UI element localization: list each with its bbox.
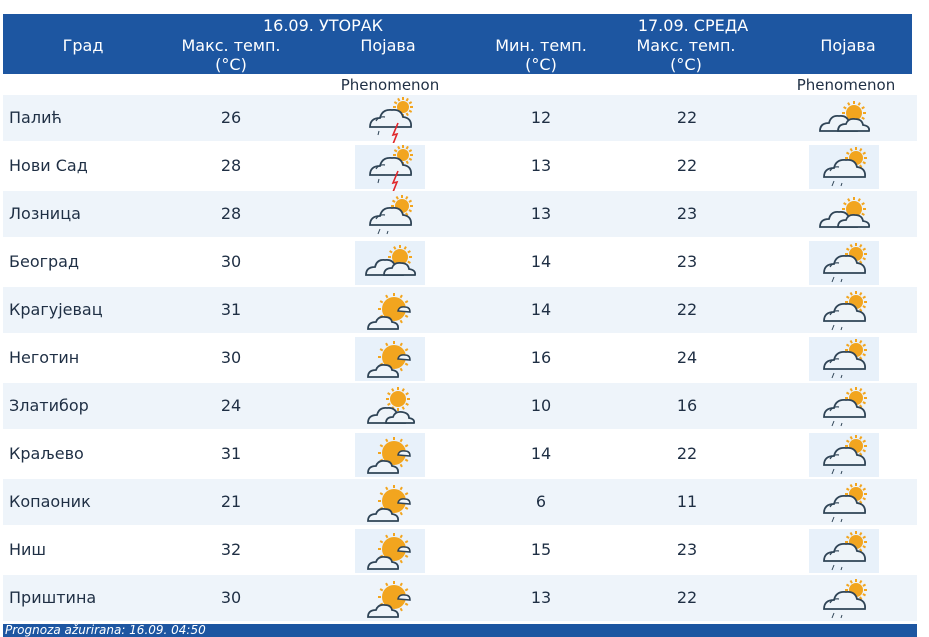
cloudy-rain-icon bbox=[809, 577, 879, 621]
day2-max-temp: 16 bbox=[676, 396, 698, 415]
day2-max-temp: 23 bbox=[676, 540, 698, 559]
cloudy-rain-icon bbox=[809, 433, 879, 477]
table-row: Ниш 32 15 23 bbox=[3, 527, 917, 573]
day2-min-temp: 6 bbox=[535, 492, 547, 511]
table-row: Копаоник 21 6 11 bbox=[3, 479, 917, 525]
city-name: Палић bbox=[9, 108, 62, 127]
day2-min-label: Мин. темп. bbox=[495, 36, 587, 55]
day2-min-temp: 15 bbox=[530, 540, 552, 559]
cloudy-rain-icon bbox=[809, 289, 879, 333]
day2-max-temp: 23 bbox=[676, 204, 698, 223]
table-row: Лозница 28 13 23 bbox=[3, 191, 917, 237]
sunny-cloudy-icon bbox=[355, 529, 425, 573]
sunny-cloudy-icon bbox=[355, 337, 425, 381]
day2-phenomenon-en: Phenomenon bbox=[796, 76, 896, 94]
day1-phenomenon-en: Phenomenon bbox=[340, 76, 440, 94]
day2-max-temp: 24 bbox=[676, 348, 698, 367]
city-name: Београд bbox=[9, 252, 80, 271]
thunderstorm-icon bbox=[355, 145, 425, 191]
city-name: Краљево bbox=[9, 444, 84, 463]
day2-min-temp: 14 bbox=[530, 300, 552, 319]
day1-max-label: Макс. темп. bbox=[181, 36, 281, 55]
day1-max-header: Макс. темп. (°C) bbox=[171, 36, 291, 74]
cloud-sun-icon bbox=[355, 385, 425, 429]
day2-min-temp: 12 bbox=[530, 108, 552, 127]
thunderstorm-icon bbox=[355, 97, 425, 143]
cloudy-rain-icon bbox=[809, 145, 879, 189]
day1-max-temp: 21 bbox=[220, 492, 242, 511]
day1-max-temp: 30 bbox=[220, 348, 242, 367]
table-row: Београд 30 14 23 bbox=[3, 239, 917, 285]
day2-max-temp: 22 bbox=[676, 588, 698, 607]
day1-max-temp: 24 bbox=[220, 396, 242, 415]
table-header: 16.09. УТОРАК 17.09. СРЕДА Град Макс. те… bbox=[3, 14, 912, 74]
table-row: Златибор 24 10 16 bbox=[3, 383, 917, 429]
day2-min-temp: 14 bbox=[530, 444, 552, 463]
day2-min-unit: (°C) bbox=[525, 55, 557, 74]
day2-max-temp: 22 bbox=[676, 300, 698, 319]
city-name: Неготин bbox=[9, 348, 80, 367]
day2-min-temp: 13 bbox=[530, 156, 552, 175]
day2-min-temp: 10 bbox=[530, 396, 552, 415]
city-name: Лозница bbox=[9, 204, 81, 223]
day2-max-temp: 23 bbox=[676, 252, 698, 271]
day2-max-temp: 22 bbox=[676, 444, 698, 463]
cloudy-rain-icon bbox=[809, 385, 879, 429]
table-row: Крагујевац 31 14 22 bbox=[3, 287, 917, 333]
city-name: Приштина bbox=[9, 588, 97, 607]
day2-phenomenon-header: Појава bbox=[820, 36, 876, 55]
cloudy-rain-icon bbox=[809, 337, 879, 381]
partly-cloudy-icon bbox=[809, 193, 879, 237]
table-row: Нови Сад 28 13 22 bbox=[3, 143, 917, 191]
day2-min-header: Мин. темп. (°C) bbox=[481, 36, 601, 74]
day1-max-temp: 31 bbox=[220, 300, 242, 319]
city-name: Ниш bbox=[9, 540, 47, 559]
cloudy-rain-icon bbox=[809, 529, 879, 573]
cloudy-rain-icon bbox=[355, 193, 425, 237]
cloudy-rain-icon bbox=[809, 241, 879, 285]
day2-min-temp: 14 bbox=[530, 252, 552, 271]
sunny-cloudy-icon bbox=[355, 289, 425, 333]
day2-max-temp: 22 bbox=[676, 156, 698, 175]
day2-max-label: Макс. темп. bbox=[636, 36, 736, 55]
cloudy-rain-icon bbox=[809, 481, 879, 525]
day2-max-temp: 22 bbox=[676, 108, 698, 127]
day2-max-header: Макс. темп. (°C) bbox=[626, 36, 746, 74]
day1-date: 16.09. УТОРАК bbox=[262, 16, 384, 35]
day1-max-unit: (°C) bbox=[215, 55, 247, 74]
city-name: Златибор bbox=[9, 396, 89, 415]
day2-min-temp: 16 bbox=[530, 348, 552, 367]
table-row: Краљево 31 14 22 bbox=[3, 431, 917, 477]
day2-min-temp: 13 bbox=[530, 204, 552, 223]
sunny-cloudy-icon bbox=[355, 577, 425, 621]
day2-date: 17.09. СРЕДА bbox=[637, 16, 749, 35]
table-row: Палић 26 12 22 bbox=[3, 95, 917, 143]
city-name: Копаоник bbox=[9, 492, 91, 511]
day1-phenomenon-header: Појава bbox=[360, 36, 416, 55]
day2-max-temp: 11 bbox=[676, 492, 698, 511]
city-name: Нови Сад bbox=[9, 156, 88, 175]
col-city-header: Град bbox=[62, 36, 104, 55]
city-name: Крагујевац bbox=[9, 300, 103, 319]
table-row: Неготин 30 16 24 bbox=[3, 335, 917, 381]
day1-max-temp: 28 bbox=[220, 204, 242, 223]
day1-max-temp: 30 bbox=[220, 252, 242, 271]
day1-max-temp: 28 bbox=[220, 156, 242, 175]
day2-min-temp: 13 bbox=[530, 588, 552, 607]
sunny-cloudy-icon bbox=[355, 433, 425, 477]
table-row: Приштина 30 13 22 bbox=[3, 575, 917, 621]
partly-cloudy-icon bbox=[809, 97, 879, 141]
day2-max-unit: (°C) bbox=[670, 55, 702, 74]
day1-max-temp: 31 bbox=[220, 444, 242, 463]
day1-max-temp: 32 bbox=[220, 540, 242, 559]
partly-cloudy-icon bbox=[355, 241, 425, 285]
day1-max-temp: 26 bbox=[220, 108, 242, 127]
update-footer: Prognoza ažurirana: 16.09. 04:50 bbox=[3, 624, 917, 637]
sunny-cloudy-icon bbox=[355, 481, 425, 525]
day1-max-temp: 30 bbox=[220, 588, 242, 607]
